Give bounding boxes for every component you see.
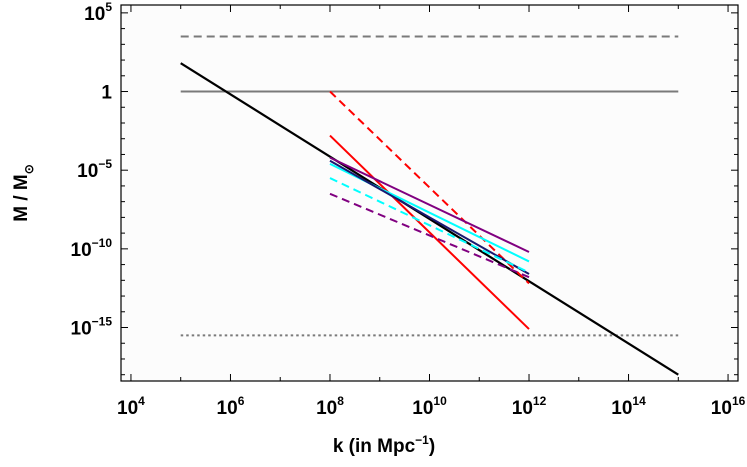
x-tick-label: 106 xyxy=(217,394,245,419)
y-axis-title: M / M⊙ xyxy=(11,164,36,222)
y-tick-label-exp: −10 xyxy=(92,236,113,250)
x-tick-label-base: 10 xyxy=(117,398,138,419)
x-tick-label: 1012 xyxy=(512,394,547,419)
series-line-9 xyxy=(329,177,530,274)
y-tick-label-exp: 5 xyxy=(105,0,112,14)
x-tick-label-exp: 4 xyxy=(138,394,145,408)
y-axis-title-text: M / M xyxy=(11,174,32,222)
x-tick-label-base: 10 xyxy=(711,398,732,419)
x-axis-title-text: k (in Mpc xyxy=(333,436,416,457)
x-tick-label: 104 xyxy=(117,394,145,419)
plot-frame xyxy=(120,4,739,382)
x-tick-label-base: 10 xyxy=(412,398,433,419)
x-tick-label-base: 10 xyxy=(512,398,533,419)
series-line-5 xyxy=(329,134,530,330)
x-tick-label-base: 10 xyxy=(217,398,238,419)
series-line-3 xyxy=(180,62,679,376)
y-tick-label: 10−15 xyxy=(71,315,113,340)
x-tick-label-exp: 10 xyxy=(433,394,447,408)
series-line-4 xyxy=(329,90,530,285)
x-tick-label: 1014 xyxy=(611,394,646,419)
tick-layer xyxy=(121,5,738,381)
x-axis-title-close: ) xyxy=(429,436,435,457)
series-line-10 xyxy=(329,192,530,279)
x-tick-label-exp: 12 xyxy=(533,394,547,408)
y-tick-label-base: 10 xyxy=(71,319,92,340)
x-tick-label-exp: 14 xyxy=(632,394,646,408)
y-tick-label-base: 10 xyxy=(71,240,92,261)
x-tick-label-exp: 8 xyxy=(337,394,344,408)
y-tick-label: 105 xyxy=(84,0,112,25)
y-tick-label: 10−5 xyxy=(77,157,112,182)
y-tick-label-base: 10 xyxy=(84,4,105,25)
y-tick-label-base: 1 xyxy=(101,83,112,104)
y-tick-label-base: 10 xyxy=(77,161,98,182)
x-tick-label-exp: 16 xyxy=(732,394,746,408)
series-line-8 xyxy=(329,159,530,275)
x-tick-label-exp: 6 xyxy=(238,394,245,408)
label-layer: 104 106 108 1010 1012 1014 1016105110−510−1010… xyxy=(71,0,746,419)
x-tick-label-base: 10 xyxy=(316,398,337,419)
x-axis-title: k (in Mpc−1) xyxy=(333,433,435,457)
x-tick-label: 108 xyxy=(316,394,344,419)
x-tick-label: 1010 xyxy=(412,394,447,419)
y-tick-label-exp: −15 xyxy=(92,315,113,329)
x-tick-label-base: 10 xyxy=(611,398,632,419)
y-tick-label: 1 xyxy=(101,83,112,104)
x-axis-title-sup: −1 xyxy=(415,433,429,447)
x-tick-label: 1016 xyxy=(711,394,746,419)
y-tick-label: 10−10 xyxy=(71,236,113,261)
y-tick-label-exp: −5 xyxy=(98,157,112,171)
series-line-6 xyxy=(329,156,530,253)
series-layer xyxy=(180,35,679,376)
y-axis-title-sub: ⊙ xyxy=(22,164,36,174)
